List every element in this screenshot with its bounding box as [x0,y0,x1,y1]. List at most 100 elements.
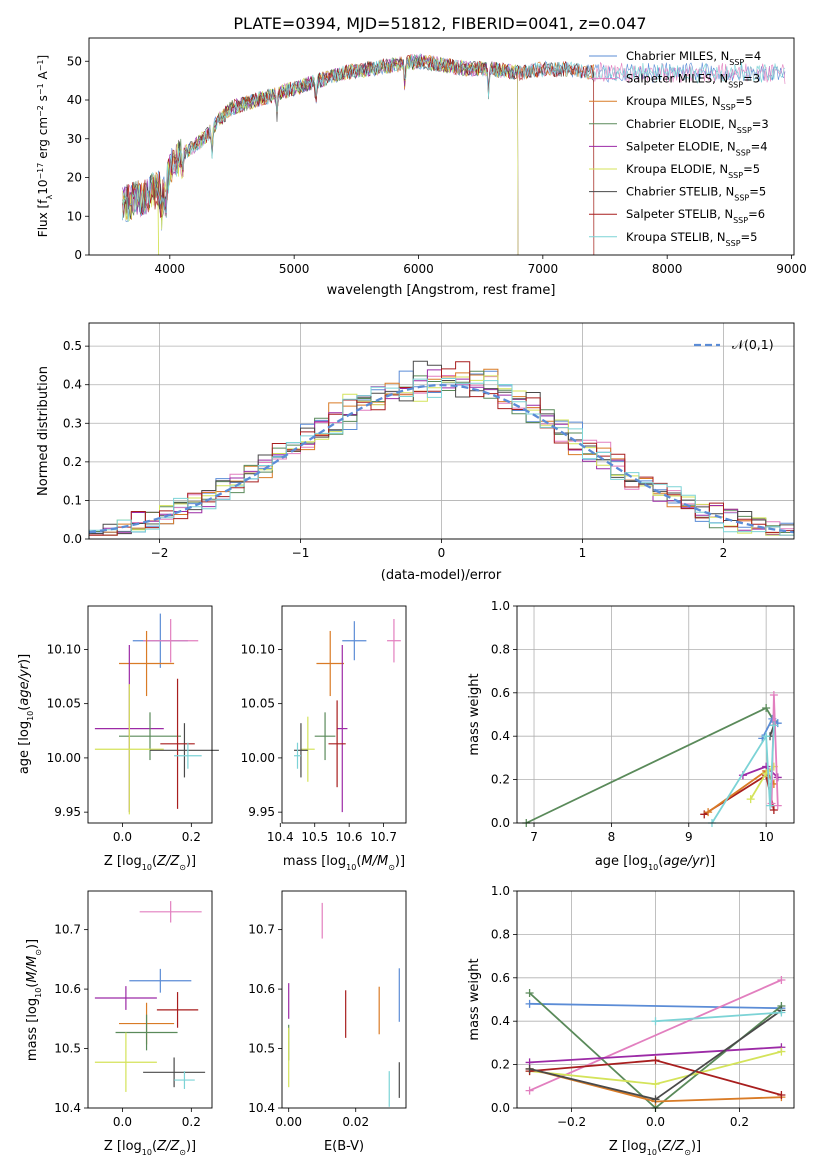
residuals-ytick-label: 0.5 [63,339,82,353]
spectrum-xtick-label: 6000 [403,262,434,276]
weight-marker [777,1090,786,1099]
residuals-xtick-label: 2 [720,546,728,560]
mass-vs-EBV-ytick-label: 10.5 [248,1042,275,1056]
mass-vs-EBV-ytick-label: 10.4 [248,1101,275,1115]
spectrum-panel: 4000 5000 6000 7000 8000 9000 0 10 20 30 40 50 Chabr… [36,37,807,298]
weight-vs-age-ytick-label: 0.4 [491,729,510,743]
spectrum-xtick-label: 8000 [652,262,683,276]
residuals-ylabel: Normed distribution [36,366,51,496]
weight-vs-Z-xlabel: Z [log10(Z/Z⊙)] [609,1139,701,1157]
residuals-ytick-label: 0.0 [63,532,82,546]
weight-vs-age-xtick-label: 9 [685,830,693,844]
spectrum-xlabel: wavelength [Angstrom, rest frame] [327,283,556,298]
normal-curve [88,383,795,534]
mass-vs-EBV-xtick-label: 0.00 [275,1115,302,1129]
weight-marker [769,721,778,730]
weight-vs-age-plot [522,690,782,827]
weight-marker [762,732,771,741]
mass-vs-Z-xtick-label: 0.2 [182,1115,201,1129]
weight-vs-Z-ytick-label: 0.4 [491,1014,510,1028]
legend-label: Salpeter STELIB, NSSP=6 [626,207,765,225]
age-vs-Z-panel: 0.0 0.2 9.95 10.00 10.05 10.10 age [log10(age/… [17,605,219,872]
spectrum-line [122,55,595,256]
legend-label: Chabrier STELIB, NSSP=5 [626,185,766,203]
age-vs-mass-xtick-label: 10.4 [267,830,294,844]
weight-line [529,1002,782,1010]
weight-vs-Z-panel: −0.2 0.0 0.2 0.0 0.2 0.4 0.6 0.8 1.0 mass weight Z… [467,884,795,1157]
legend-label: Kroupa MILES, NSSP=5 [626,94,752,112]
mass-vs-Z-ytick-label: 10.7 [54,923,81,937]
weight-line [655,1011,782,1023]
figure-title: PLATE=0394, MJD=51812, FIBERID=0041, z=0… [233,14,646,33]
weight-marker [651,1056,660,1065]
weight-vs-Z-ytick-label: 0.8 [491,927,510,941]
spectrum-ytick-label: 50 [67,54,82,68]
weight-marker [762,703,771,712]
weight-vs-Z-xtick-label: 0.0 [646,1115,665,1129]
residuals-xlabel: (data-model)/error [381,568,502,583]
residuals-frame [88,322,795,540]
mass-vs-EBV-plot [288,902,400,1107]
legend-label: Salpeter MILES, NSSP=3 [626,72,760,90]
weight-vs-age-ytick-label: 1.0 [491,599,510,613]
age-vs-mass-ytick-label: 10.05 [241,697,275,711]
weight-vs-age-ytick-label: 0.6 [491,686,510,700]
mass-vs-EBV-frame [281,890,407,1109]
age-vs-mass-plot [294,619,401,813]
spectrum-legend: Chabrier MILES, NSSP=4 Salpeter MILES, NS… [589,49,769,247]
weight-vs-age-panel: 7 8 9 10 0.0 0.2 0.4 0.6 0.8 1.0 mass weight age [l… [467,599,795,872]
spectrum-xtick-label: 7000 [528,262,559,276]
age-vs-Z-xtick-label: 0.0 [113,830,132,844]
spectrum-line [122,53,786,222]
weight-line [529,1046,782,1064]
residuals-xtick-label: −2 [151,546,169,560]
age-vs-mass-xtick-label: 10.5 [301,830,328,844]
legend-label: Kroupa STELIB, NSSP=5 [626,230,757,248]
spectrum-xtick-label: 9000 [776,262,807,276]
spectrum-line [122,54,595,256]
weight-line [529,979,782,1092]
mass-vs-Z-ylabel: mass [log10(M/M⊙)] [25,939,43,1061]
weight-vs-Z-ytick-label: 1.0 [491,884,510,898]
weight-vs-age-ytick-label: 0.0 [491,816,510,830]
weight-marker [777,1047,786,1056]
spectrum-ytick-label: 30 [67,132,82,146]
weight-line [711,725,775,824]
weight-vs-Z-xtick-label: −0.2 [557,1115,586,1129]
age-vs-mass-frame [281,605,407,824]
age-vs-Z-ytick-label: 9.95 [54,805,81,819]
age-vs-mass-panel: 10.4 10.5 10.6 10.7 9.95 10.00 10.05 10.10 mass … [241,605,407,872]
age-vs-Z-ylabel: age [log10(age/yr)] [17,654,35,774]
weight-vs-age-xlabel: age [log10(age/yr)] [595,854,715,872]
spectrum-xtick-label: 5000 [279,262,310,276]
weight-marker [769,805,778,814]
weight-vs-age-frame [516,605,795,824]
mass-vs-EBV-xlabel: E(B-V) [324,1139,364,1154]
weight-marker [746,795,755,804]
age-vs-mass-xtick-label: 10.7 [370,830,397,844]
residual-histogram [88,378,794,539]
weight-vs-age-ytick-label: 0.2 [491,773,510,787]
weight-vs-Z-ylabel: mass weight [467,958,482,1040]
mass-vs-EBV-ytick-label: 10.7 [248,923,275,937]
weight-vs-age-xtick-label: 7 [530,830,538,844]
age-vs-Z-xlabel: Z [log10(Z/Z⊙)] [104,854,196,872]
spectrum-xtick-label: 4000 [155,262,186,276]
residuals-xtick-label: −1 [292,546,310,560]
mass-vs-EBV-ytick-label: 10.6 [248,982,275,996]
residuals-plot [88,360,795,539]
age-vs-Z-ytick-label: 10.00 [47,751,81,765]
residuals-ytick-label: 0.4 [63,378,82,392]
weight-vs-age-ylabel: mass weight [467,673,482,755]
weight-vs-age-ytick-label: 0.8 [491,642,510,656]
weight-marker [769,690,778,699]
residuals-panel: −2 −1 0 1 2 0.0 0.1 0.2 0.3 0.4 0.5 𝒩(0,1) Normed di… [36,322,795,583]
weight-marker [766,801,775,810]
mass-vs-Z-ytick-label: 10.4 [54,1101,81,1115]
age-vs-mass-ytick-label: 9.95 [248,805,275,819]
spectrum-ytick-label: 20 [67,171,82,185]
mass-vs-EBV-xtick-label: 0.02 [342,1115,369,1129]
weight-marker [525,1064,534,1073]
